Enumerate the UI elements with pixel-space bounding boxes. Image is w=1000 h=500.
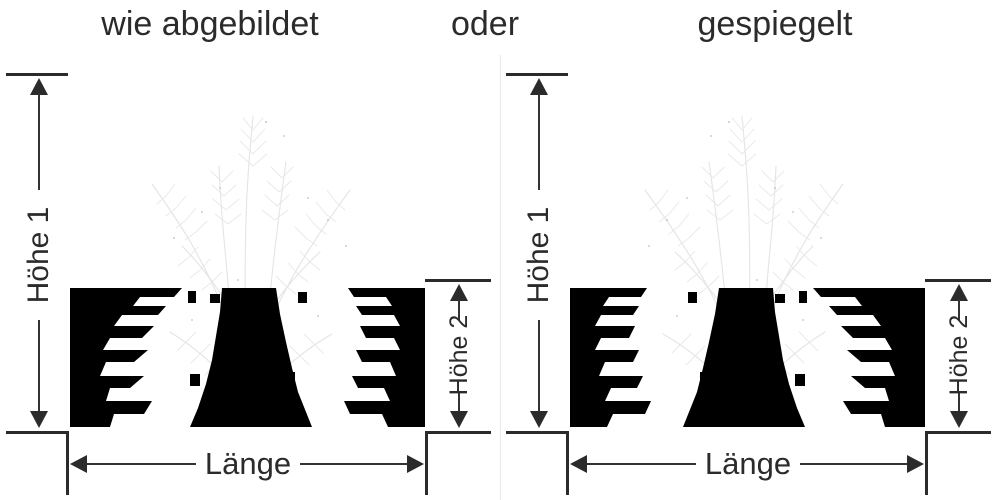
header-title-mirrored: gespiegelt bbox=[697, 5, 853, 43]
arrow-left-icon bbox=[70, 455, 87, 473]
label-laenge: Länge bbox=[196, 446, 300, 482]
arrow-up-icon bbox=[450, 284, 468, 301]
arrow-down-icon bbox=[530, 411, 548, 428]
extension-line-bottom-h1 bbox=[506, 431, 568, 434]
arrow-right-icon bbox=[907, 455, 924, 473]
silhouette-band bbox=[570, 288, 925, 427]
extension-line-top-h1 bbox=[506, 73, 568, 76]
arrow-up-icon bbox=[530, 78, 548, 95]
dimension-line-length-left bbox=[87, 463, 200, 465]
dimension-line-length-left bbox=[587, 463, 700, 465]
silhouette-artwork bbox=[570, 288, 925, 427]
extension-line-top-h2 bbox=[425, 279, 491, 282]
dimension-line-length-right bbox=[796, 463, 907, 465]
label-hoehe-2: Höhe 2 bbox=[445, 314, 473, 396]
arrow-up-icon bbox=[30, 78, 48, 95]
panel-as-pictured: Höhe 1 Höhe 2 Länge bbox=[6, 73, 491, 495]
label-laenge: Länge bbox=[696, 446, 800, 482]
extension-line-bottom-h2 bbox=[925, 431, 991, 434]
extension-line-corner-h1 bbox=[66, 431, 69, 495]
extension-line-top-h1 bbox=[6, 73, 68, 76]
dimension-line-h2-lower bbox=[458, 392, 460, 412]
arrow-down-icon bbox=[30, 411, 48, 428]
extension-line-bottom-h2 bbox=[425, 431, 491, 434]
label-hoehe-1: Höhe 1 bbox=[22, 206, 55, 304]
dimension-line-h2-upper bbox=[458, 299, 460, 320]
extension-line-corner-h1 bbox=[566, 431, 569, 495]
extension-line-top-h2 bbox=[925, 279, 991, 282]
extension-line-bottom-h1 bbox=[6, 431, 68, 434]
arrow-down-icon bbox=[450, 411, 468, 428]
dimension-line-h2-upper bbox=[958, 299, 960, 320]
arrow-left-icon bbox=[570, 455, 587, 473]
dimension-line-length-right bbox=[296, 463, 407, 465]
dimension-line-h1-lower bbox=[538, 320, 540, 412]
panel-separator bbox=[500, 55, 501, 500]
dimension-line-h1-upper bbox=[538, 93, 540, 190]
label-hoehe-2: Höhe 2 bbox=[945, 314, 973, 396]
silhouette-artwork bbox=[70, 288, 425, 427]
label-hoehe-1: Höhe 1 bbox=[522, 206, 555, 304]
arrow-right-icon bbox=[407, 455, 424, 473]
silhouette-band bbox=[70, 288, 425, 427]
arrow-down-icon bbox=[950, 411, 968, 428]
dimension-line-h1-lower bbox=[38, 320, 40, 412]
arrow-up-icon bbox=[950, 284, 968, 301]
extension-line-corner-h2 bbox=[925, 431, 928, 495]
extension-line-corner-h2 bbox=[425, 431, 428, 495]
header-conjunction: oder bbox=[450, 5, 520, 43]
dimension-line-h1-upper bbox=[38, 93, 40, 190]
panel-mirrored: Höhe 1 Höhe 2 Länge bbox=[500, 0, 1000, 500]
dimension-line-h2-lower bbox=[958, 392, 960, 412]
header-title-as-pictured: wie abgebildet bbox=[101, 5, 319, 43]
